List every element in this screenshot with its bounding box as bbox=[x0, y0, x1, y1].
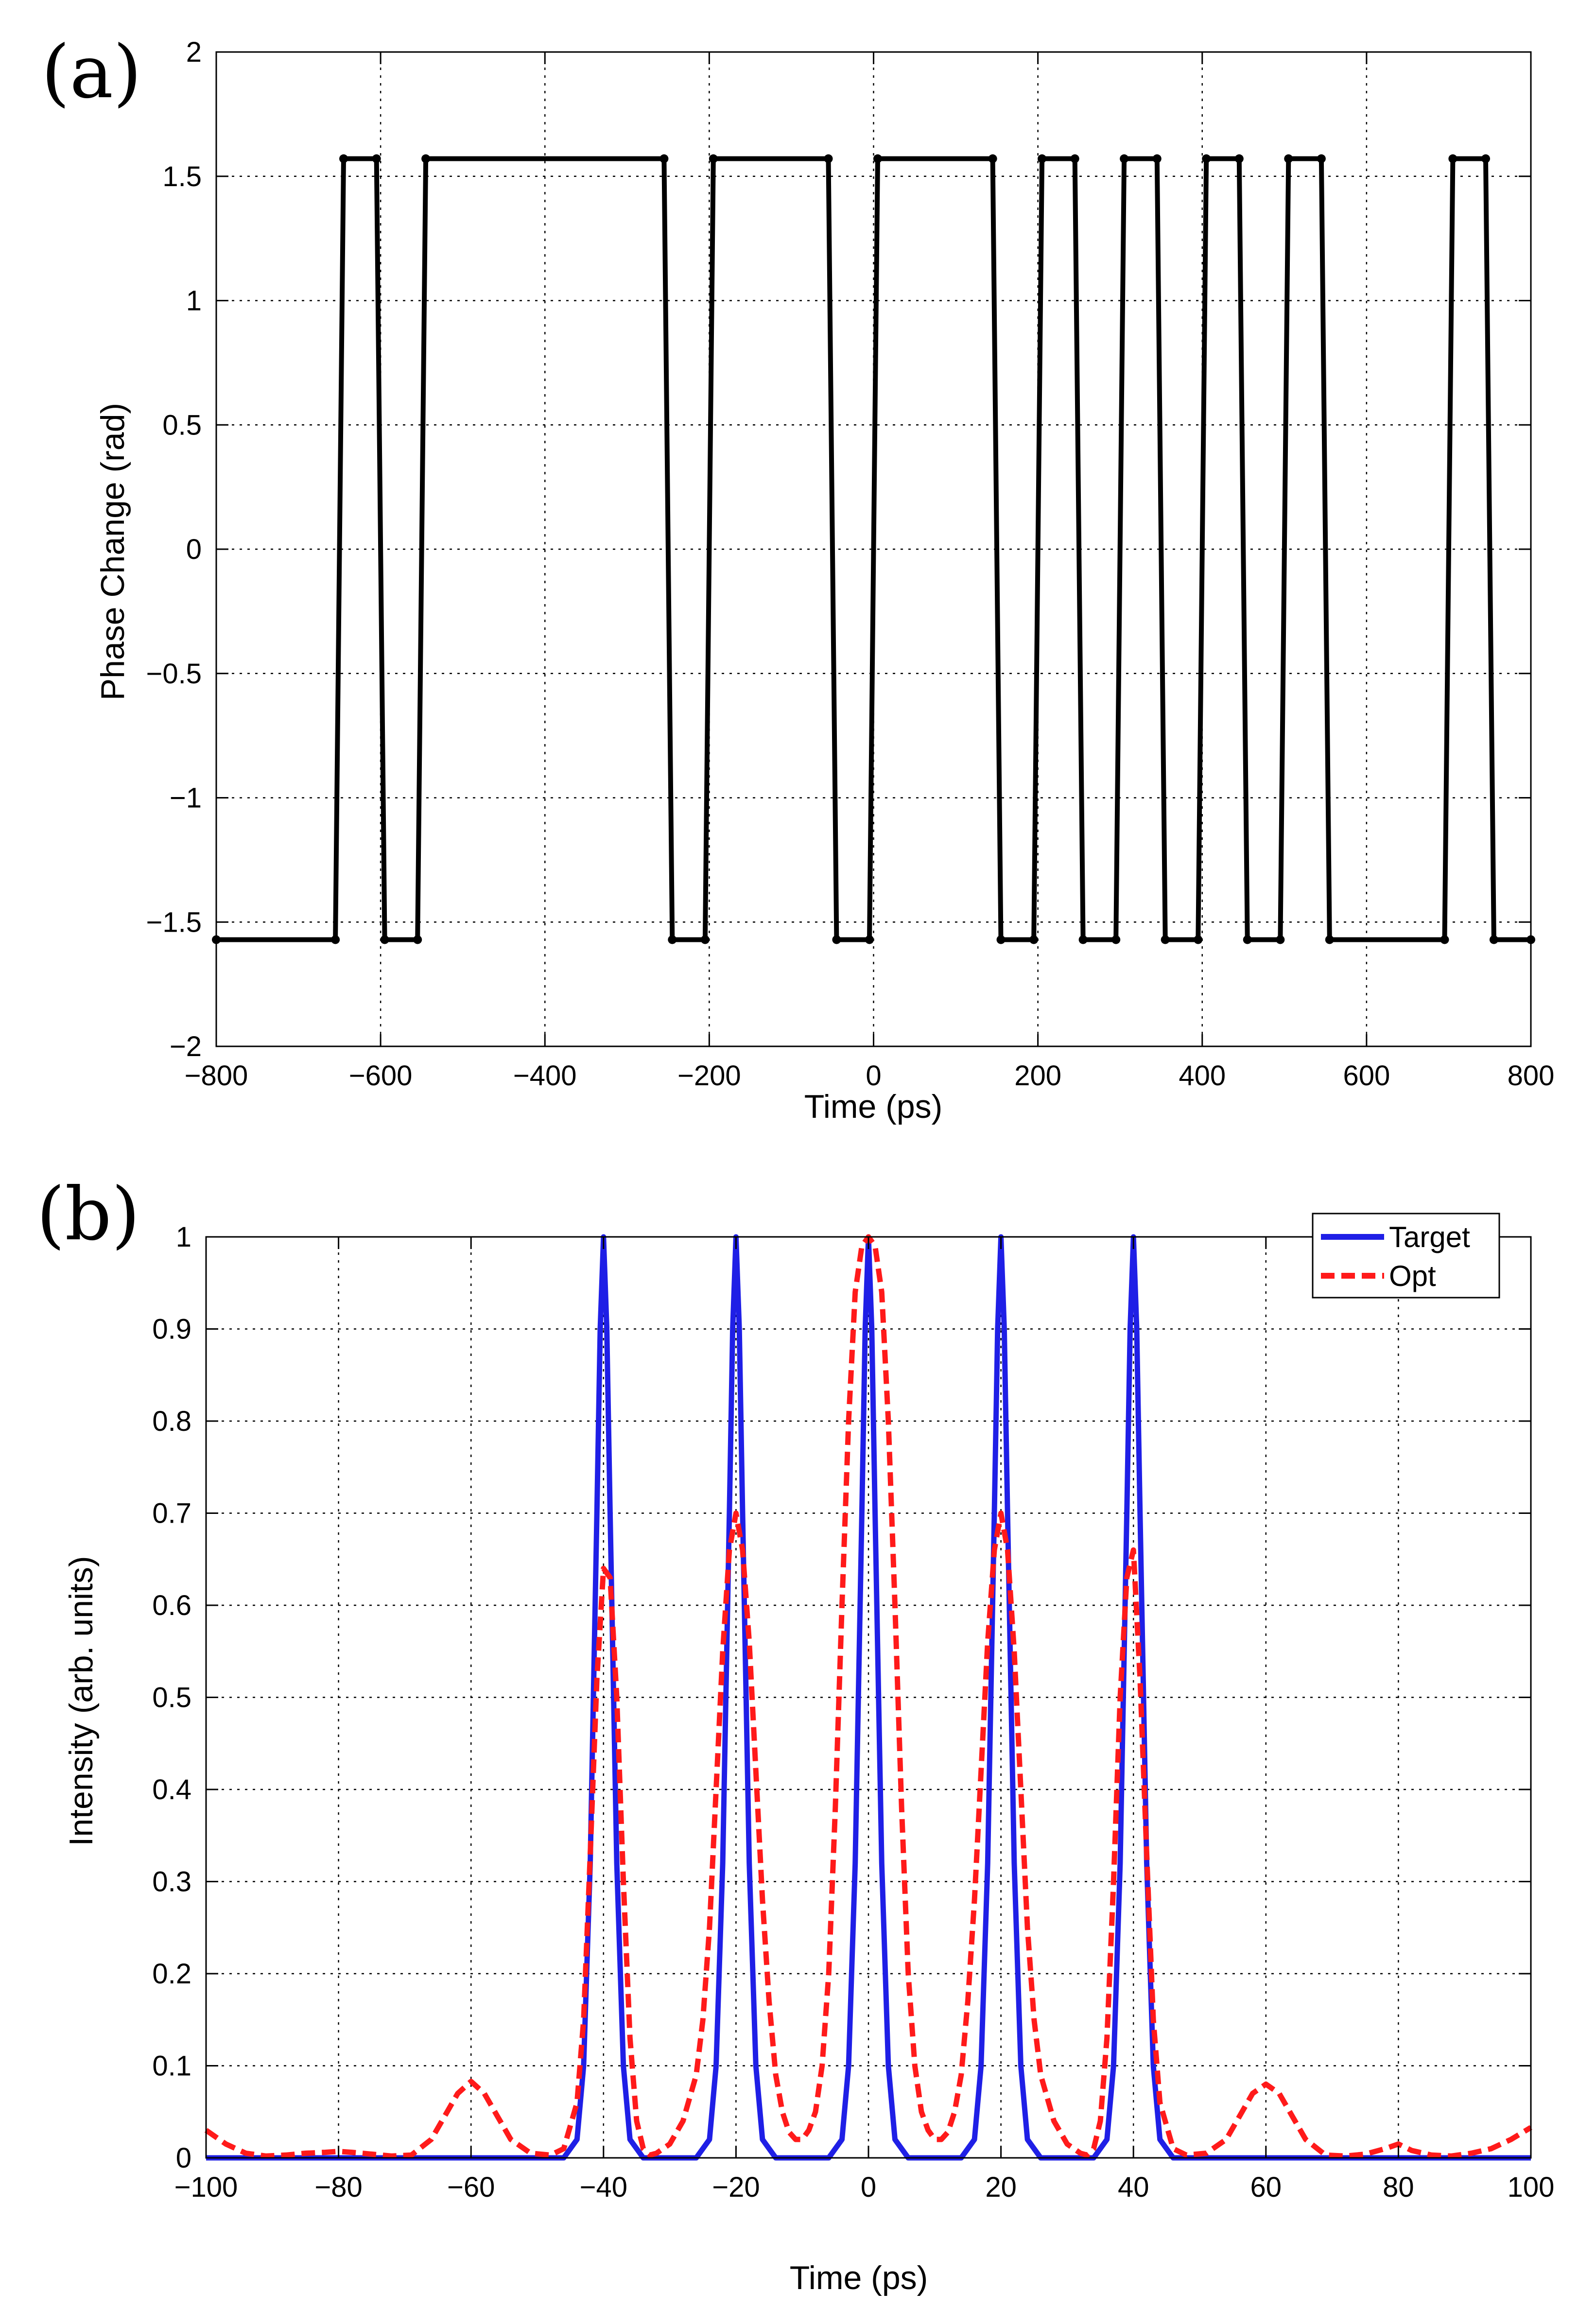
x-tick-label: 800 bbox=[1508, 1060, 1555, 1092]
series-group-a bbox=[212, 154, 1535, 944]
y-axis-label-b: Intensity (arb. units) bbox=[63, 1556, 100, 1846]
grid-b bbox=[206, 1237, 1531, 2158]
tick-labels-b: −100 −80 −60 −40 −20 0 20 40 60 80 100 0 0.1 0.2 0.3 0.… bbox=[152, 1221, 1554, 2203]
x-tick-label: 80 bbox=[1383, 2171, 1414, 2203]
data-point bbox=[1317, 154, 1326, 163]
panel-label-b: (b) bbox=[36, 1172, 140, 1257]
chart-panel-a: (a) −800 −600 −400 −200 0 200 400 600 800−2−1.5−… bbox=[41, 30, 1554, 1125]
data-point bbox=[1448, 154, 1457, 163]
y-tick-label: −0.5 bbox=[146, 658, 202, 690]
x-tick-label: −20 bbox=[712, 2171, 760, 2203]
data-point bbox=[1202, 154, 1211, 163]
y-tick-label: 1 bbox=[176, 1221, 191, 1253]
data-point bbox=[331, 935, 340, 944]
y-tick-label: 0 bbox=[176, 2142, 191, 2174]
y-tick-label: −1 bbox=[170, 782, 202, 814]
y-tick-label: 0.7 bbox=[152, 1498, 191, 1529]
data-point bbox=[873, 154, 882, 163]
x-tick-label: 0 bbox=[861, 2171, 876, 2203]
data-point bbox=[1152, 154, 1162, 163]
data-point bbox=[988, 154, 997, 163]
legend-b: Target Opt bbox=[1312, 1213, 1500, 1299]
x-tick-label: −200 bbox=[677, 1060, 741, 1092]
x-tick-label: −100 bbox=[174, 2171, 238, 2203]
data-point bbox=[1029, 935, 1039, 944]
data-point bbox=[659, 154, 669, 163]
data-point bbox=[1194, 935, 1203, 944]
y-tick-label: 1.5 bbox=[162, 161, 202, 192]
x-tick-label: 200 bbox=[1014, 1060, 1061, 1092]
x-tick-label: 100 bbox=[1508, 2171, 1555, 2203]
data-point bbox=[1078, 935, 1088, 944]
x-tick-label: −60 bbox=[447, 2171, 495, 2203]
x-tick-label: −400 bbox=[513, 1060, 577, 1092]
y-tick-label: 0.9 bbox=[152, 1314, 191, 1345]
data-point bbox=[421, 154, 431, 163]
y-tick-label: 0.8 bbox=[152, 1406, 191, 1437]
data-point bbox=[832, 935, 841, 944]
data-point bbox=[1284, 154, 1293, 163]
y-tick-label: 0.5 bbox=[162, 409, 202, 441]
y-tick-label: 1 bbox=[186, 285, 202, 317]
x-tick-label: 600 bbox=[1343, 1060, 1390, 1092]
y-tick-label: 0.3 bbox=[152, 1866, 191, 1898]
x-axis-label-b: Time (ps) bbox=[790, 2259, 928, 2296]
series-line-phase bbox=[216, 156, 1531, 942]
data-point bbox=[1070, 154, 1079, 163]
data-point bbox=[372, 154, 381, 163]
grid-a bbox=[216, 52, 1531, 1046]
y-tick-label: −1.5 bbox=[146, 906, 202, 938]
data-point bbox=[1111, 935, 1121, 944]
data-point bbox=[1161, 935, 1170, 944]
data-point bbox=[1243, 935, 1252, 944]
x-tick-label: −600 bbox=[349, 1060, 413, 1092]
data-point bbox=[824, 154, 833, 163]
y-tick-label: 0.6 bbox=[152, 1590, 191, 1621]
data-point bbox=[700, 935, 710, 944]
y-tick-label: 0.5 bbox=[152, 1682, 191, 1714]
data-point bbox=[339, 154, 348, 163]
x-tick-label: 40 bbox=[1118, 2171, 1149, 2203]
chart-panel-b: (b) −100 −80 −60 −40 −20 0 20 40 60 80 100 0 0.1 0.2 0… bbox=[36, 1172, 1554, 2296]
x-tick-label: 20 bbox=[985, 2171, 1017, 2203]
data-point bbox=[1234, 154, 1244, 163]
data-point bbox=[380, 935, 389, 944]
x-tick-label: 0 bbox=[866, 1060, 881, 1092]
data-point bbox=[1120, 154, 1129, 163]
x-tick-label: −80 bbox=[314, 2171, 362, 2203]
y-tick-label: 0 bbox=[186, 534, 202, 565]
data-point bbox=[709, 154, 718, 163]
legend-label-opt: Opt bbox=[1389, 1260, 1436, 1292]
data-point bbox=[1489, 935, 1498, 944]
tick-labels-a: −800 −600 −400 −200 0 200 400 600 800 −2 −1.5 −1 −0.… bbox=[146, 36, 1555, 1092]
y-tick-label: 0.1 bbox=[152, 2050, 191, 2082]
panel-label-a: (a) bbox=[41, 30, 141, 115]
ticks-a bbox=[215, 51, 1532, 1047]
data-point bbox=[996, 935, 1006, 944]
data-point bbox=[1276, 935, 1285, 944]
data-point bbox=[865, 935, 874, 944]
y-tick-label: 2 bbox=[186, 36, 202, 68]
x-axis-label-a: Time (ps) bbox=[804, 1088, 943, 1125]
x-tick-label: −40 bbox=[580, 2171, 627, 2203]
data-point bbox=[1038, 154, 1047, 163]
legend-label-target: Target bbox=[1389, 1221, 1470, 1253]
y-tick-label: −2 bbox=[170, 1031, 202, 1062]
x-tick-label: 400 bbox=[1179, 1060, 1226, 1092]
legend-box bbox=[1312, 1213, 1500, 1299]
data-point bbox=[413, 935, 422, 944]
y-axis-label-a: Phase Change (rad) bbox=[94, 403, 131, 700]
y-tick-label: 0.4 bbox=[152, 1774, 191, 1806]
data-point bbox=[668, 935, 677, 944]
x-tick-label: −800 bbox=[185, 1060, 248, 1092]
data-point bbox=[1481, 154, 1491, 163]
data-point bbox=[1440, 935, 1449, 944]
data-point bbox=[1325, 935, 1334, 944]
x-tick-label: 60 bbox=[1250, 2171, 1282, 2203]
ticks-b bbox=[205, 1236, 1532, 2159]
y-tick-label: 0.2 bbox=[152, 1958, 191, 1990]
